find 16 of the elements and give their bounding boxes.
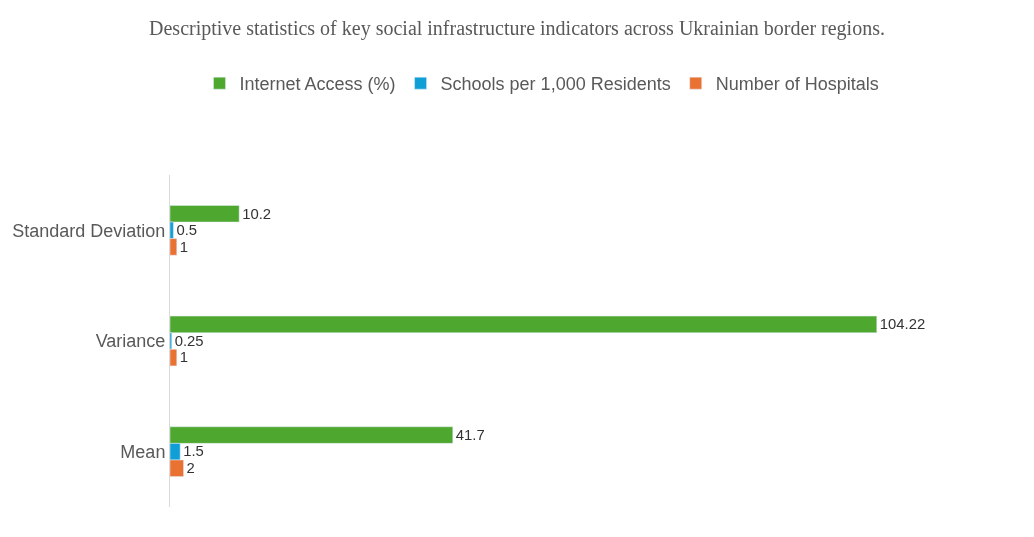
y-tick-label: Mean	[120, 441, 166, 462]
y-tick-label: Standard Deviation	[12, 220, 166, 241]
data-label: 41.7	[455, 426, 485, 443]
legend-label: Internet Access (%)	[239, 74, 396, 95]
data-label: 0.25	[174, 332, 204, 349]
chart-title: Descriptive statistics of key social infrastructure indicators across Ukrainian border regions.	[149, 17, 885, 41]
data-label: 1	[179, 349, 189, 366]
y-tick-label: Variance	[95, 331, 166, 352]
data-label: 104.22	[879, 316, 926, 333]
data-label: 1.5	[183, 443, 204, 460]
legend-label: Number of Hospitals	[715, 74, 879, 95]
data-label: 2	[186, 460, 195, 477]
data-label: 0.5	[176, 222, 198, 239]
data-label: 10.2	[242, 205, 272, 222]
data-label: 1	[179, 238, 189, 255]
legend-label: Schools per 1,000 Residents	[440, 74, 671, 95]
